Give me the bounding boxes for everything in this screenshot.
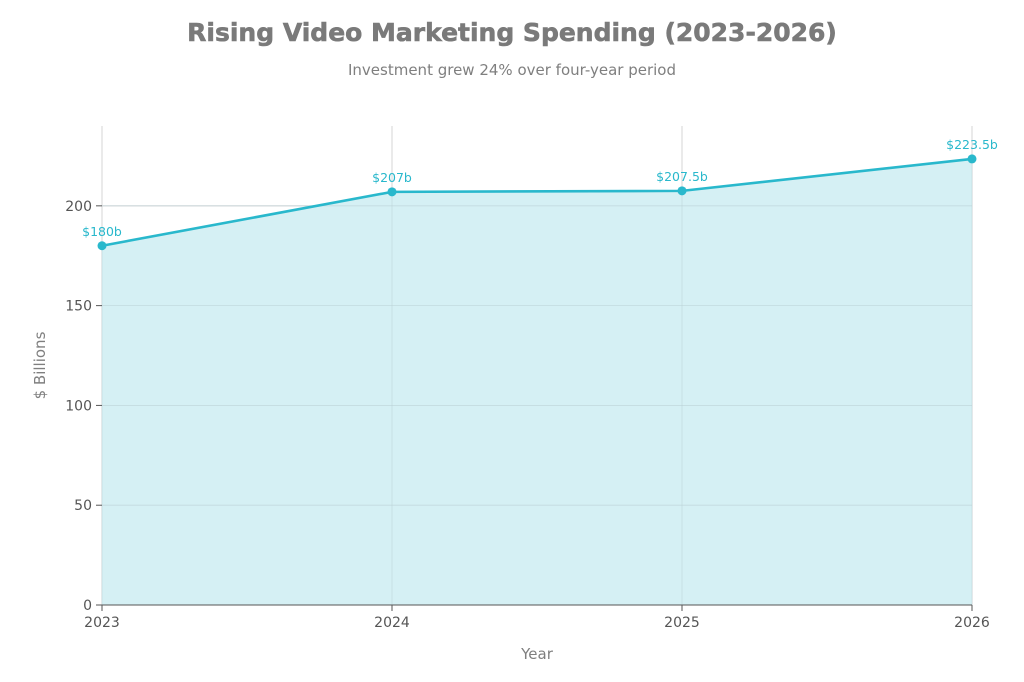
y-tick-label: 50 [74, 498, 92, 514]
data-label: $207.5b [656, 169, 708, 184]
chart-title: Rising Video Marketing Spending (2023-20… [187, 18, 837, 48]
x-tick-label: 2026 [954, 615, 990, 631]
y-axis-title: $ Billions [31, 331, 49, 399]
x-axis-title: Year [520, 645, 554, 663]
data-point [967, 154, 977, 164]
data-label: $223.5b [946, 137, 998, 152]
area-fill [102, 158, 972, 605]
data-label: $207b [372, 170, 412, 185]
y-tick-label: 200 [65, 199, 92, 215]
data-label: $180b [82, 224, 122, 239]
data-points [97, 154, 977, 251]
series-line-group [101, 157, 973, 248]
y-tick-label: 100 [65, 398, 92, 414]
data-point [97, 241, 107, 251]
area-fill-group [101, 158, 973, 605]
y-tick-label: 0 [83, 598, 92, 614]
data-labels: $180b $207b $207.5b $223.5b [82, 137, 998, 239]
data-point [387, 187, 397, 197]
y-tick-label: 150 [65, 299, 92, 315]
axes: 0 50 100 150 200 2023 2024 2025 2026 [65, 199, 990, 631]
series-line [101, 157, 973, 248]
chart-subtitle: Investment grew 24% over four-year perio… [347, 61, 676, 79]
data-point [677, 186, 687, 196]
x-tick-label: 2023 [84, 615, 120, 631]
x-tick-label: 2024 [374, 615, 410, 631]
x-tick-label: 2025 [664, 615, 700, 631]
